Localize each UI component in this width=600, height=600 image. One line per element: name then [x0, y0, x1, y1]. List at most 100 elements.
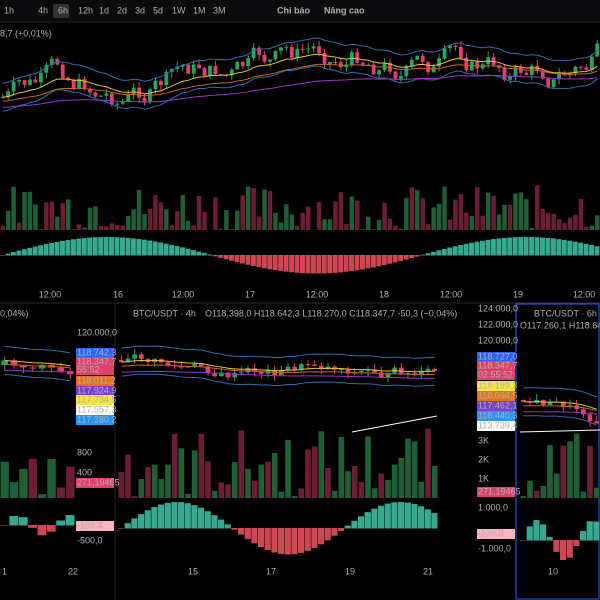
indicator-line	[2, 53, 598, 98]
interval-button[interactable]: 1M	[193, 5, 206, 15]
interval-button[interactable]: 5d	[153, 5, 163, 15]
candle-body	[546, 78, 551, 87]
candle-body	[425, 368, 431, 371]
candle-body	[409, 59, 414, 66]
interval-button[interactable]: 3M	[213, 5, 226, 15]
macd-bar	[316, 255, 322, 274]
volume-bar	[338, 192, 344, 230]
macd-bar	[234, 255, 240, 263]
macd-bar	[556, 239, 562, 256]
candle-body	[540, 70, 545, 79]
volume-bar	[562, 223, 567, 230]
volume-bar	[131, 209, 136, 230]
macd-bar	[98, 237, 104, 256]
candle-body	[285, 366, 291, 370]
macd-bar	[76, 238, 82, 256]
volume-bar	[55, 216, 60, 230]
price-tag	[76, 357, 114, 367]
axis-label: 118.094,5	[478, 390, 517, 400]
volume-bar	[524, 199, 529, 230]
axis-label: 124.000,0	[478, 303, 518, 313]
volume-bar	[533, 490, 540, 498]
candle-body	[153, 80, 158, 90]
volume-bar	[71, 229, 76, 230]
macd-bar	[561, 239, 567, 256]
indicator-line	[2, 63, 598, 102]
candle-body	[197, 64, 201, 69]
ohlc-legend: O118.398,0 H118.642,3 L118.270,0 C118.34…	[205, 308, 457, 318]
interval-button[interactable]: 1h	[4, 5, 14, 15]
volume-bar	[311, 446, 318, 498]
candle-body	[125, 358, 131, 363]
candle-body	[306, 48, 311, 50]
interval-button[interactable]: 2d	[117, 5, 127, 15]
price-tag	[76, 348, 114, 358]
volume-bar	[529, 228, 535, 230]
volume-bar	[365, 216, 371, 230]
axis-label: 118.347,7	[77, 356, 116, 366]
macd-bar	[404, 502, 411, 529]
interval-button[interactable]: 6h	[58, 5, 68, 15]
volume-bar	[595, 215, 600, 230]
macd-bar	[304, 528, 311, 551]
volume-bar	[93, 206, 98, 230]
macd-bar	[271, 528, 278, 553]
macd-bar	[344, 525, 351, 529]
macd-bar	[349, 255, 355, 272]
candle-body	[595, 43, 600, 57]
macd-bar	[583, 243, 589, 256]
volume-bar	[496, 214, 502, 230]
interval-button[interactable]: 12h	[78, 5, 93, 15]
candle-body	[371, 64, 376, 75]
time-label: 12:00	[39, 289, 62, 299]
macd-bar	[224, 524, 231, 529]
macd-bar	[258, 528, 265, 548]
candle-body	[33, 79, 38, 83]
macd-bar	[414, 255, 420, 257]
volume-bar	[295, 225, 300, 230]
macd-bar	[343, 255, 349, 272]
volume-bar	[344, 223, 349, 230]
interval-button[interactable]: 3d	[135, 5, 145, 15]
axis-label: 271,19465	[77, 477, 120, 487]
interval-button[interactable]: 4h	[38, 5, 48, 15]
macd-bar	[0, 525, 9, 526]
candle-body	[109, 93, 114, 105]
axis-label: 117.280,2	[77, 414, 116, 424]
interval-button[interactable]: 1d	[99, 5, 109, 15]
advanced-button[interactable]: Nâng cao	[324, 5, 365, 15]
macd-bar	[125, 237, 131, 256]
toolbar	[0, 0, 600, 22]
indicator-line	[4, 345, 71, 354]
volume-bar	[258, 464, 265, 498]
volume-bar	[185, 220, 191, 230]
candle-body	[20, 365, 27, 368]
volume-bar	[202, 212, 207, 230]
volume-bar	[475, 187, 480, 230]
volume-bar	[224, 210, 229, 230]
volume-bar	[169, 225, 175, 230]
macd-bar	[520, 540, 527, 541]
time-label: 17	[245, 289, 255, 299]
volume-bar	[573, 214, 578, 230]
indicators-button[interactable]: Chỉ báo	[277, 5, 311, 15]
volume-bar	[491, 195, 496, 230]
price-tag	[477, 381, 515, 391]
candle-body	[377, 70, 381, 75]
volume-bar	[229, 229, 235, 230]
macd-bar	[231, 528, 238, 530]
interval-button[interactable]: 1W	[172, 5, 186, 15]
volume-bar	[265, 461, 271, 498]
volume-bar	[175, 211, 180, 230]
macd-bar	[289, 255, 295, 273]
volume-bar	[520, 495, 527, 498]
volume-bar	[378, 473, 385, 498]
candle-body	[115, 103, 120, 105]
macd-bar	[114, 237, 120, 256]
macd-bar	[152, 241, 158, 256]
volume-bar	[327, 219, 333, 230]
candle-body	[379, 372, 384, 377]
candle-body	[159, 80, 163, 86]
volume-bar	[87, 207, 93, 230]
macd-bar	[430, 251, 436, 256]
